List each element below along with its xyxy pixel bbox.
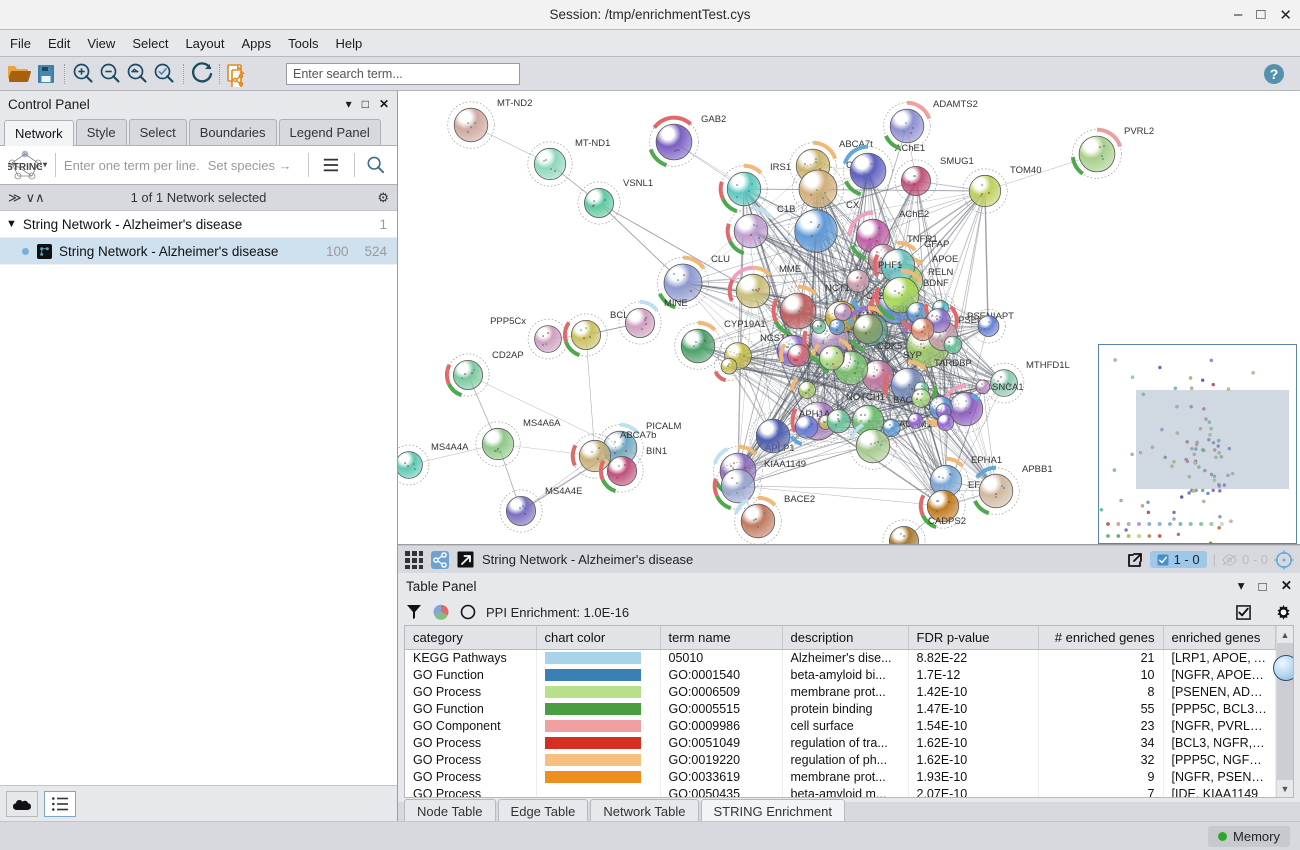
svg-text:GAB2: GAB2 xyxy=(701,114,726,125)
svg-text:PVRL2: PVRL2 xyxy=(1124,126,1154,137)
svg-text:CX: CX xyxy=(846,200,860,211)
svg-text:PHF1: PHF1 xyxy=(878,260,902,271)
svg-text:STRING: STRING xyxy=(8,162,42,173)
svg-text:KIAA1149: KIAA1149 xyxy=(764,459,806,470)
svg-text:RELN: RELN xyxy=(928,267,953,278)
svg-text:CLU: CLU xyxy=(711,254,730,265)
svg-text:BIN1: BIN1 xyxy=(646,446,667,457)
svg-text:?: ? xyxy=(1270,66,1279,82)
svg-text:SYP: SYP xyxy=(903,350,922,361)
svg-text:NOTCH1: NOTCH1 xyxy=(846,392,885,403)
svg-text:MT-ND1: MT-ND1 xyxy=(575,138,610,149)
svg-text:NCT1: NCT1 xyxy=(825,283,850,294)
svg-text:EPHA1: EPHA1 xyxy=(971,455,1002,466)
svg-text:TOM40: TOM40 xyxy=(1010,165,1042,176)
svg-text:MS4A6A: MS4A6A xyxy=(523,418,561,429)
svg-text:GFAP: GFAP xyxy=(924,239,949,250)
svg-text:ABCA7b: ABCA7b xyxy=(620,430,656,441)
svg-text:CYP19A1: CYP19A1 xyxy=(724,319,766,330)
svg-text:C1B: C1B xyxy=(777,204,795,215)
svg-text:VSNL1: VSNL1 xyxy=(623,178,653,189)
svg-text:APOE: APOE xyxy=(932,254,958,265)
svg-text:ADAMTS2: ADAMTS2 xyxy=(933,99,978,110)
svg-text:MS4A4E: MS4A4E xyxy=(545,486,583,497)
svg-text:IRS1: IRS1 xyxy=(770,162,791,173)
svg-text:BDNF: BDNF xyxy=(923,278,949,289)
svg-text:TARDBP: TARDBP xyxy=(934,358,972,369)
svg-text:BACE2: BACE2 xyxy=(784,494,815,505)
svg-text:SNCA1: SNCA1 xyxy=(992,382,1024,393)
svg-text:MS4A4A: MS4A4A xyxy=(431,442,469,453)
svg-text:PPP5Cx: PPP5Cx xyxy=(490,316,526,327)
svg-text:SMUG1: SMUG1 xyxy=(940,156,974,167)
svg-text:MT-ND2: MT-ND2 xyxy=(497,98,532,109)
svg-text:MTHFD1L: MTHFD1L xyxy=(1026,360,1070,371)
svg-text:APBB1: APBB1 xyxy=(1022,464,1053,475)
svg-text:CD2AP: CD2AP xyxy=(492,350,524,361)
svg-text:MINE: MINE xyxy=(664,298,688,309)
svg-text:CADPS2: CADPS2 xyxy=(928,516,966,527)
svg-text:CDK5: CDK5 xyxy=(877,341,902,352)
svg-text:AChE2: AChE2 xyxy=(899,209,929,220)
svg-text:MME: MME xyxy=(779,264,801,275)
